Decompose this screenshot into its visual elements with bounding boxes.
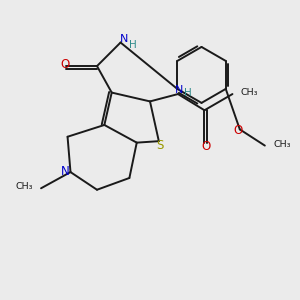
Text: H: H [129,40,137,50]
Text: N: N [61,165,70,178]
Text: N: N [175,85,184,94]
Text: CH₃: CH₃ [241,88,258,97]
Text: N: N [120,34,128,44]
Text: S: S [157,139,164,152]
Text: CH₃: CH₃ [273,140,291,148]
Text: O: O [60,58,69,71]
Text: O: O [234,124,243,137]
Text: CH₃: CH₃ [15,182,33,191]
Text: O: O [201,140,211,153]
Text: H: H [184,88,192,98]
